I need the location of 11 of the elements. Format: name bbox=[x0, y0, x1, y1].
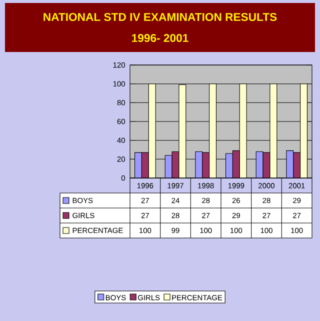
chart-subtitle: 1996- 2001 bbox=[132, 34, 188, 42]
chart-title: NATIONAL STD IV EXAMINATION RESULTS bbox=[44, 13, 277, 22]
bar bbox=[293, 152, 301, 178]
bar bbox=[225, 153, 233, 178]
bar bbox=[300, 84, 308, 178]
bar bbox=[202, 152, 210, 178]
bar bbox=[286, 150, 294, 178]
bar bbox=[232, 150, 240, 178]
bar bbox=[134, 152, 142, 178]
bar bbox=[209, 84, 216, 178]
bar bbox=[141, 152, 149, 178]
